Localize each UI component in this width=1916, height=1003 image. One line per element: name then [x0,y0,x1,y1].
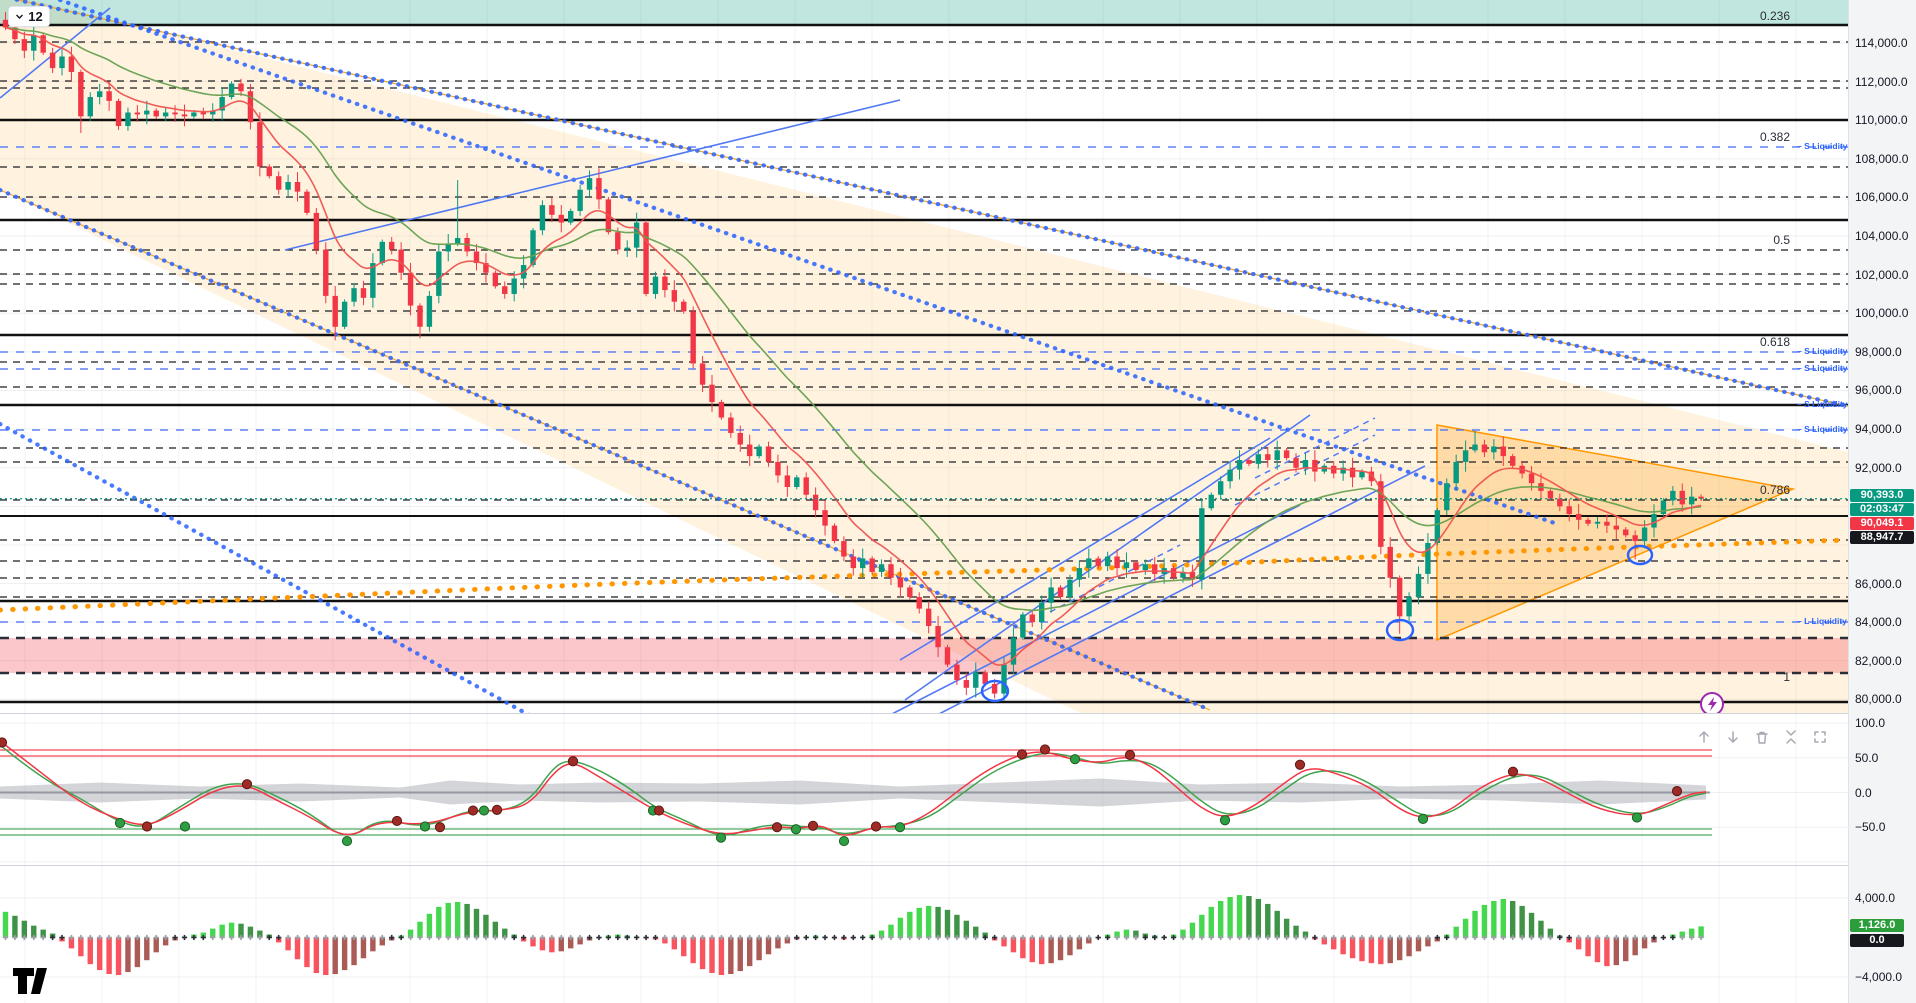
liquidity-label: – S Liquidity [1797,399,1848,409]
histogram-axis-label: −4,000.0 [1855,970,1903,984]
oscillator-signal-dot [419,821,431,832]
oscillator-signal-dot [179,821,191,832]
fib-level-label: 0.618 [1759,335,1790,349]
interval-button[interactable]: 12 [8,6,50,27]
annotation-ellipse [1385,618,1415,642]
liquidity-label: – S Liquidity [1797,363,1848,373]
oscillator-pane-canvas[interactable] [0,714,1848,866]
price-axis-label: 92,000.0 [1855,460,1902,475]
oscillator-signal-dot [491,804,503,815]
demand-zone [0,638,1848,673]
price-badge: 88,947.7 [1850,531,1914,544]
oscillator-signal-dot [1671,786,1683,797]
oscillator-signal-dot [1507,766,1519,777]
oscillator-signal-dot [391,815,403,827]
oscillator-axis-label: −50.0 [1855,820,1886,835]
liquidity-label: – S Liquidity [1797,424,1848,434]
oscillator-signal-dot [141,821,153,832]
oscillator-signal-dot [1417,813,1429,824]
oscillator-signal-dot [478,805,490,816]
descending-channel-zone [0,0,1848,713]
oscillator-signal-dot [434,822,446,833]
move-pane-up-icon[interactable] [1694,727,1714,747]
price-axis-label: 100,000.0 [1855,306,1909,321]
oscillator-signal-dot [567,756,579,767]
price-axis-label: 106,000.0 [1855,190,1909,205]
oscillator-signal-dot [838,835,850,847]
price-axis-label: 86,000.0 [1855,576,1902,591]
collapse-pane-icon[interactable] [1781,727,1801,747]
price-axis-label: 112,000.0 [1855,74,1908,89]
main-chart-canvas[interactable] [0,0,1848,713]
annotation-ellipse [1626,544,1654,566]
pane-separator[interactable] [0,713,1848,714]
oscillator-signal-dot [467,805,479,816]
pane-toolbar [1694,727,1830,747]
histogram-axis-label: 4,000.0 [1855,891,1896,905]
oscillator-signal-dot [1631,812,1643,823]
delete-pane-icon[interactable] [1752,727,1772,747]
fib-level-label: 0.236 [1759,9,1790,23]
oscillator-signal-dot [1219,815,1231,826]
oscillator-signal-dot [0,737,8,748]
oscillator-axis-label: 0.0 [1855,785,1872,800]
oscillator-signal-dot [1294,759,1306,770]
price-axis-label: 80,000.0 [1855,692,1902,707]
supply-zone [0,0,1848,25]
fib-level-label: 0.382 [1759,130,1790,144]
oscillator-axis-label: 50.0 [1855,750,1879,765]
price-badge: 90,393.0 [1850,489,1914,502]
candles [2,12,1704,701]
fib-level-label: 1 [1783,670,1790,684]
maximize-pane-icon[interactable] [1810,727,1830,747]
histogram-pane-canvas[interactable] [0,866,1848,1003]
oscillator-signal-dot [1016,749,1028,760]
fib-level-label: 0.786 [1759,483,1790,497]
price-axis-label: 94,000.0 [1855,422,1902,437]
move-pane-down-icon[interactable] [1723,727,1743,747]
liquidity-label: – S Liquidity [1797,141,1848,151]
liquidity-label: – L Liquidity [1797,616,1847,626]
price-axis-label: 108,000.0 [1855,151,1909,166]
oscillator-signal-dot [807,820,819,831]
chevron-down-icon [16,14,24,19]
oscillator-signal-dot [894,822,906,833]
price-axis-label: 82,000.0 [1855,653,1902,668]
oscillator-signal-dot [771,822,783,833]
pane-separator[interactable] [0,865,1848,866]
indicator-value-badge: 0.0 [1850,934,1904,947]
oscillator-signal-dot [790,824,802,835]
fib-level-label: 0.5 [1773,233,1790,247]
price-axis-label: 104,000.0 [1855,229,1909,244]
price-axis-label: 110,000.0 [1855,113,1908,128]
oscillator-signal-dot [715,832,727,843]
oscillator-axis-label: 100.0 [1855,716,1886,731]
price-axis-label: 102,000.0 [1855,267,1909,282]
price-axis-label: 96,000.0 [1855,383,1902,398]
oscillator-signal-dot [1039,744,1051,755]
annotation-ellipse [980,679,1010,703]
interval-label: 12 [28,9,43,24]
price-badge: 02:03:47 [1850,503,1914,516]
oscillator-signal-dot [341,835,353,847]
lightning-icon [1700,692,1724,713]
oscillator-signal-dot [241,779,253,790]
oscillator-signal-dot [114,817,126,829]
oscillator-signal-dot [1069,754,1081,765]
oscillator-signal-dot [1124,749,1136,761]
price-axis-label: 98,000.0 [1855,344,1902,359]
tradingview-logo[interactable] [12,966,48,1001]
indicator-value-badge: 1,126.0 [1850,919,1904,932]
orange-dotted-trendline [0,537,1848,613]
oscillator-signal-dot [653,805,665,816]
price-axis-label: 114,000.0 [1855,36,1908,50]
price-badge: 90,049.1 [1850,517,1914,530]
oscillator-signal-dot [870,821,882,832]
histogram-bars [2,895,1704,976]
liquidity-label: – S Liquidity [1797,346,1848,356]
price-axis-label: 84,000.0 [1855,615,1902,630]
